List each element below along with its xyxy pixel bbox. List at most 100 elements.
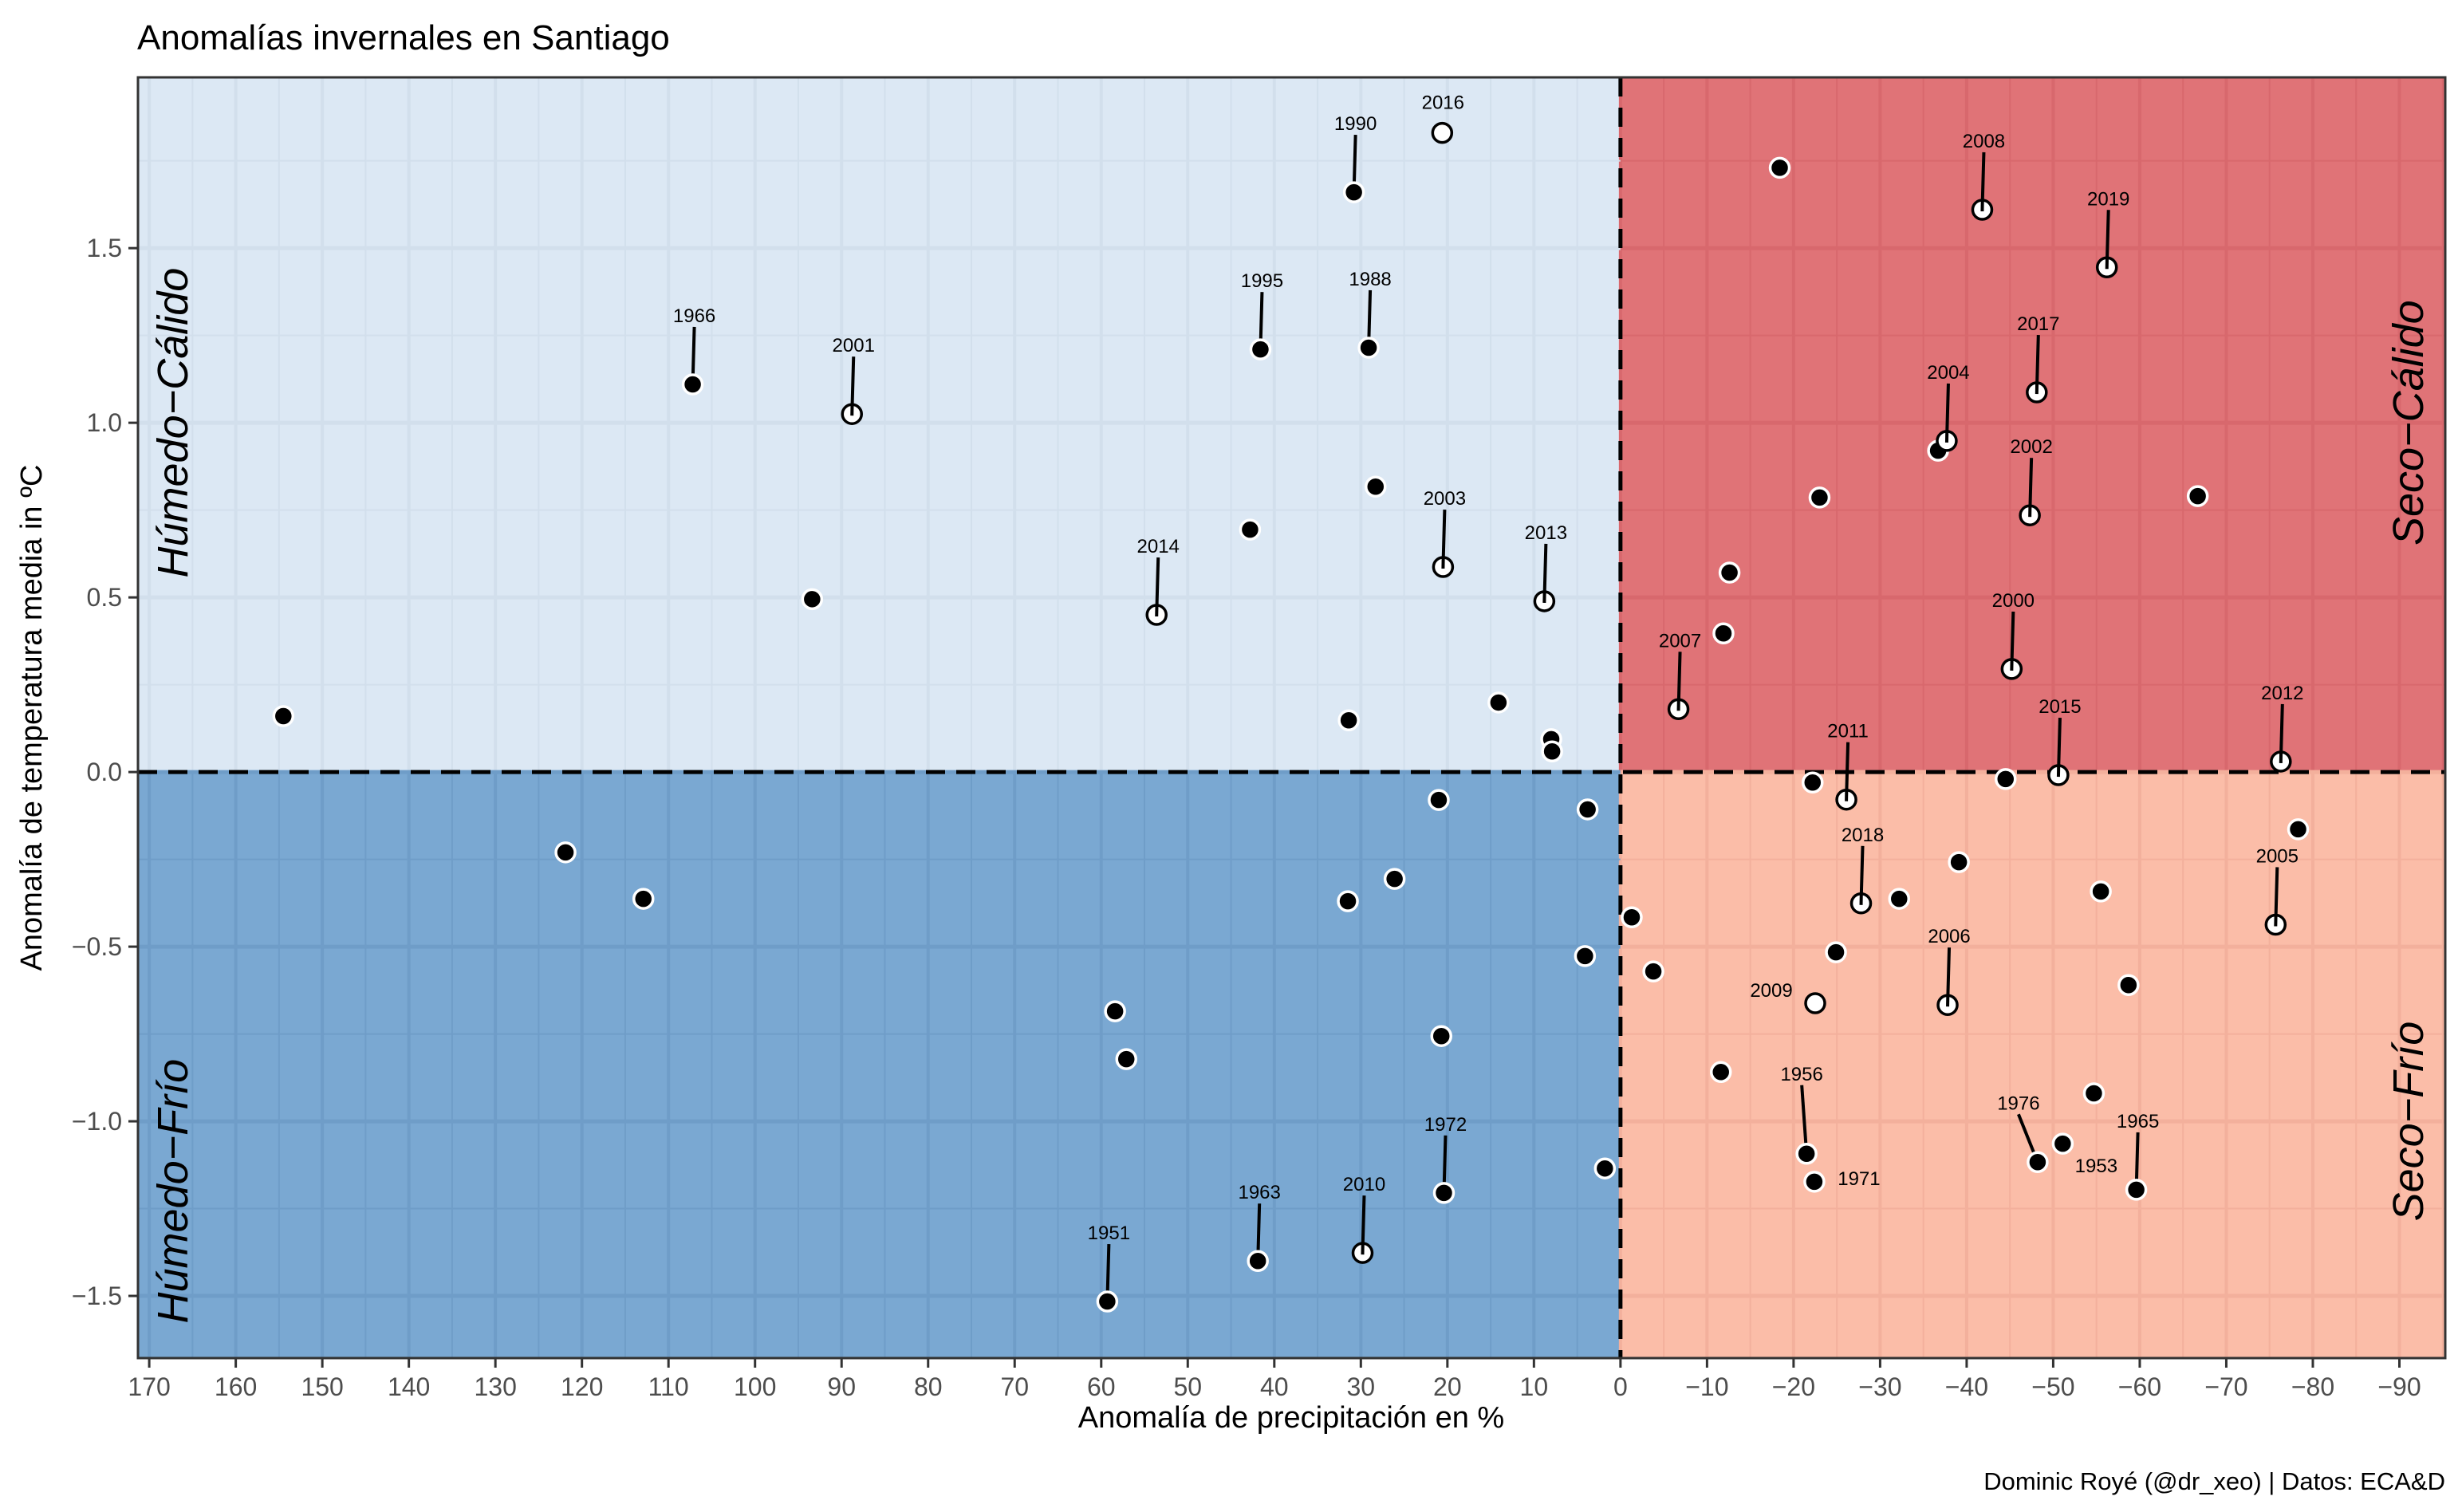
x-tick-label: 100 — [734, 1372, 776, 1401]
point-label: 2006 — [1928, 926, 1970, 947]
x-tick-label: 70 — [1000, 1372, 1029, 1401]
point-label: 1956 — [1780, 1064, 1822, 1085]
data-point-38 — [1337, 890, 1359, 912]
data-point-44 — [1430, 1025, 1452, 1047]
point-label: 1976 — [1997, 1093, 2039, 1114]
y-tick-label: 1.0 — [87, 408, 122, 437]
data-point-62 — [1709, 1061, 1732, 1084]
point-label: 2013 — [1525, 522, 1567, 544]
quadrant-humedo-frio — [138, 772, 1621, 1358]
x-tick-label: 130 — [474, 1372, 516, 1401]
label-segment — [1800, 1085, 1809, 1154]
data-point-1965 — [2125, 1179, 2148, 1201]
data-point-1972 — [1432, 1182, 1456, 1204]
data-point-1956 — [1795, 1143, 1818, 1165]
x-tick-label: −20 — [1772, 1372, 1815, 1401]
data-point-1995 — [1249, 338, 1272, 360]
data-point-2 — [801, 588, 824, 611]
point-label: 2003 — [1424, 488, 1466, 510]
x-tick-label: −90 — [2377, 1372, 2421, 1401]
x-tick-label: −10 — [1685, 1372, 1728, 1401]
point-label: 1951 — [1088, 1223, 1130, 1244]
data-point-35 — [1428, 789, 1450, 811]
point-label: 2016 — [1422, 93, 1464, 114]
data-point-14 — [1487, 691, 1510, 714]
data-point-0 — [272, 705, 295, 727]
y-tick-label: −1.5 — [72, 1282, 122, 1310]
point-label: 1988 — [1349, 269, 1391, 290]
data-point-1951 — [1096, 1290, 1119, 1313]
x-tick-label: 110 — [648, 1372, 689, 1401]
caption: Dominic Royé (@dr_xeo) | Datos: ECA&D — [1983, 1467, 2445, 1495]
point-label: 2014 — [1137, 536, 1180, 557]
data-point-39 — [1574, 945, 1597, 967]
x-axis: 170 160 150 140 130 120 110 100 90 80 70 60 50 40 30 20… — [128, 1358, 2421, 1401]
x-tick-label: 90 — [827, 1372, 856, 1401]
data-point-1990 — [1342, 181, 1365, 203]
data-point-36 — [1576, 798, 1599, 821]
data-point-41 — [632, 888, 655, 910]
point-label: 2005 — [2256, 845, 2299, 867]
x-tick-label: −30 — [1858, 1372, 1901, 1401]
quadrant-label-humedo-calido: Húmedo−Cálido — [149, 268, 197, 578]
data-point-5 — [1239, 518, 1262, 541]
point-label: 2004 — [1927, 362, 1969, 384]
x-tick-label: 120 — [561, 1372, 603, 1401]
x-tick-label: −70 — [2204, 1372, 2247, 1401]
y-tick-label: −0.5 — [72, 932, 122, 961]
data-point-51 — [1642, 960, 1664, 982]
data-point-27 — [1712, 622, 1735, 644]
point-label: 2019 — [2087, 188, 2129, 210]
x-tick-label: −40 — [1945, 1372, 1988, 1401]
x-tick-label: 170 — [128, 1372, 170, 1401]
data-point-33 — [1994, 768, 2017, 790]
point-label: 2018 — [1842, 825, 1884, 846]
x-tick-label: −50 — [2031, 1372, 2074, 1401]
data-point-1966 — [681, 373, 704, 396]
data-point-32 — [1802, 771, 1824, 793]
x-tick-label: 80 — [914, 1372, 943, 1401]
data-point-25 — [2186, 485, 2209, 507]
x-tick-label: 160 — [215, 1372, 257, 1401]
data-point-60 — [2287, 818, 2310, 841]
y-axis: 1.5 1.0 0.5 0.0 −0.5 −1.0 −1.5 — [72, 234, 138, 1310]
x-axis-title: Anomalía de precipitación en % — [1078, 1401, 1504, 1435]
point-label: 1966 — [673, 305, 715, 327]
y-axis-title: Anomalía de temperatura media in ºC — [15, 465, 49, 971]
point-label: 2002 — [2010, 436, 2052, 458]
point-label: 2010 — [1343, 1174, 1385, 1195]
x-tick-label: 30 — [1347, 1372, 1376, 1401]
x-tick-label: 0 — [1613, 1372, 1628, 1401]
data-point-1963 — [1247, 1250, 1269, 1272]
data-point-54 — [1888, 888, 1911, 910]
data-point-56 — [1825, 941, 1847, 963]
point-label: 1995 — [1241, 270, 1283, 292]
data-point-1988 — [1357, 337, 1380, 359]
point-label: 2017 — [2017, 313, 2059, 335]
point-label: 1965 — [2117, 1111, 2159, 1132]
x-tick-label: 140 — [388, 1372, 430, 1401]
x-tick-label: 20 — [1433, 1372, 1462, 1401]
point-label: 1972 — [1424, 1114, 1467, 1136]
data-point-1976 — [2027, 1151, 2049, 1174]
data-point-13 — [1337, 709, 1360, 732]
x-tick-label: 50 — [1173, 1372, 1202, 1401]
data-point-1953 — [2051, 1132, 2074, 1155]
point-label: 2011 — [1827, 721, 1869, 742]
data-point-40 — [554, 841, 577, 864]
quadrant-label-seco-frio: Seco−Frío — [2385, 1022, 2432, 1222]
quadrant-label-humedo-frio: Húmedo−Frío — [149, 1059, 197, 1324]
x-tick-label: 60 — [1087, 1372, 1116, 1401]
point-label: 1971 — [1838, 1168, 1880, 1190]
point-label: 2001 — [833, 335, 875, 356]
point-label: 2000 — [1992, 590, 2035, 612]
y-tick-label: 0.0 — [87, 758, 122, 786]
x-tick-label: 150 — [301, 1372, 343, 1401]
panel-border-rect — [136, 76, 2447, 1360]
point-label: 1990 — [1334, 113, 1377, 135]
point-labels: 1966 2001 2014 1995 1990 1988 2016 2003 2013 2008… — [673, 93, 2304, 1244]
x-tick-label: 10 — [1520, 1372, 1549, 1401]
y-tick-label: −1.0 — [72, 1107, 122, 1136]
data-point-43 — [1115, 1048, 1137, 1070]
data-point-50 — [1621, 906, 1643, 929]
